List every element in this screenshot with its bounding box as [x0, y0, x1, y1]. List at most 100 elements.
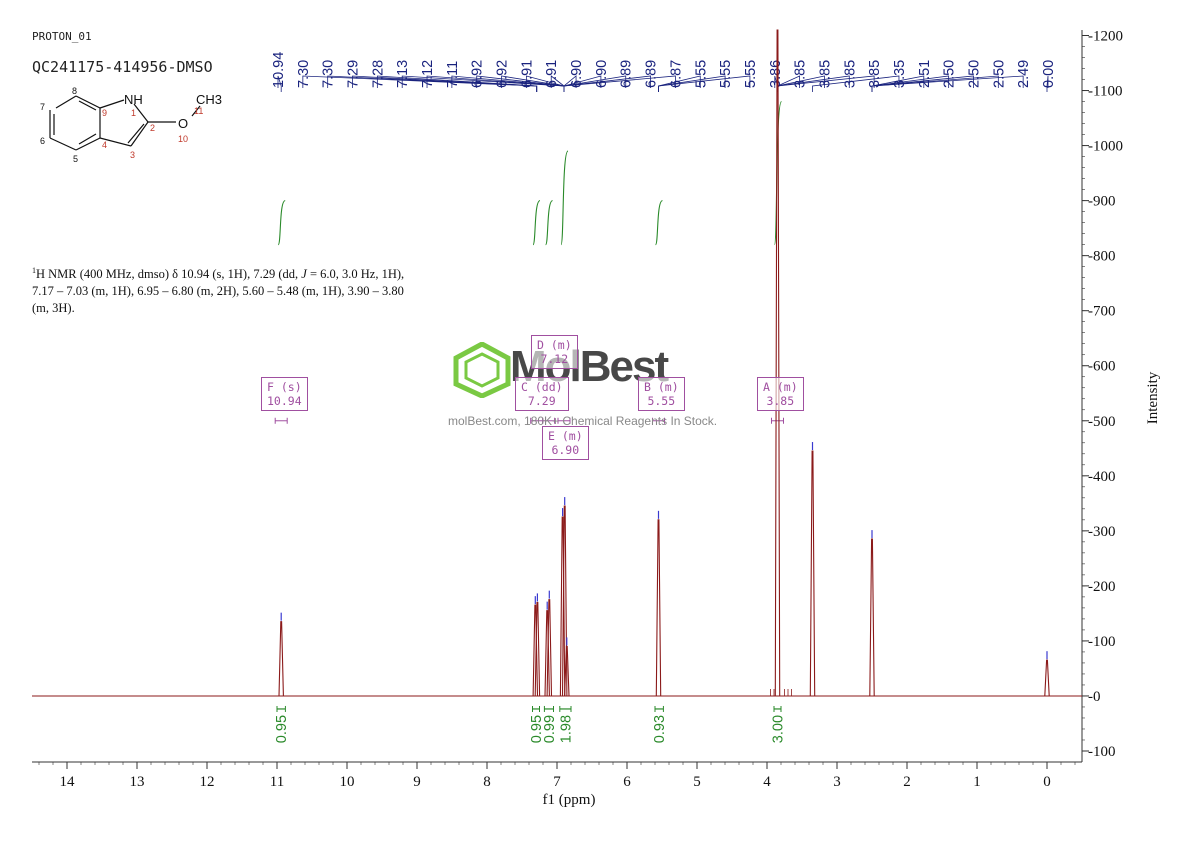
multiplet-label-a: A (m) 3.85	[757, 377, 804, 411]
spectrum-peak-5	[559, 516, 566, 696]
multiplet-value-e: 6.90	[551, 443, 580, 457]
x-tick-label-9: 5	[693, 774, 701, 790]
y-tick-label-1: -0	[1088, 689, 1101, 705]
description-line1b: = 6.0, 3.0 Hz, 1H),	[306, 267, 405, 282]
peak-label-30: 2.49	[1016, 60, 1032, 88]
integral-curve-1	[532, 200, 541, 246]
atom-nh: NH	[124, 92, 143, 107]
spectrum-peak-3	[544, 610, 550, 696]
peak-label-18: 5.55	[718, 60, 734, 88]
multiplet-name-b: B (m)	[644, 380, 679, 394]
peak-label-6: 7.12	[420, 60, 436, 88]
description-line1a: H NMR (400 MHz, dmso) δ 10.94 (s, 1H), 7…	[36, 267, 302, 282]
peak-label-15: 6.89	[644, 60, 660, 88]
x-tick-label-1: 13	[130, 774, 145, 790]
nmr-description: 1H NMR (400 MHz, dmso) δ 10.94 (s, 1H), …	[32, 262, 462, 317]
multiplet-value-f: 10.94	[267, 394, 302, 408]
peak-label-14: 6.89	[619, 60, 635, 88]
integral-curve-0	[277, 200, 286, 246]
multiplet-name-e: E (m)	[548, 429, 583, 443]
y-tick-label-8: -700	[1088, 304, 1116, 320]
sample-name: QC241175-414956-DMSO	[32, 58, 213, 76]
description-line3: (m, 3H).	[32, 301, 75, 316]
peak-label-23: 3.85	[842, 60, 858, 88]
y-tick-label-3: -200	[1088, 579, 1116, 595]
multiplet-name-a: A (m)	[763, 380, 798, 394]
peak-label-2: 7.30	[321, 60, 337, 88]
multiplet-label-e: E (m) 6.90	[542, 426, 589, 460]
spectrum-peak-6	[561, 505, 568, 696]
multiplet-label-f: F (s) 10.94	[261, 377, 308, 411]
atom-label-5: 5	[73, 154, 78, 164]
coupling-symbol: J	[301, 267, 307, 282]
superscript-one: 1	[32, 266, 36, 275]
atom-label-8: 8	[72, 86, 77, 96]
peak-label-0: 10.94	[271, 52, 287, 88]
peak-label-10: 6.91	[519, 60, 535, 88]
molecule-structure: NH 1 2 3 4 5 6 7 8 9 10 11 O CH3	[40, 86, 222, 164]
atom-oxygen: O	[178, 116, 188, 131]
atom-methyl: CH3	[196, 92, 222, 107]
y-tick-label-13: -1200	[1088, 29, 1123, 45]
atom-label-9: 9	[102, 108, 107, 118]
peak-label-31: 0.00	[1041, 60, 1057, 88]
description-line2: 7.17 – 7.03 (m, 1H), 6.95 – 6.80 (m, 2H)…	[32, 284, 404, 299]
x-tick-label-12: 2	[903, 774, 911, 790]
peak-label-19: 5.55	[743, 60, 759, 88]
spectrum-peak-0	[278, 621, 284, 696]
spectrum-peak-7	[564, 645, 570, 696]
multiplet-label-c: C (dd) 7.29	[515, 377, 569, 411]
integral-label-1: 0.95	[529, 715, 545, 743]
x-tick-label-8: 6	[623, 774, 631, 790]
peak-label-26: 2.51	[917, 60, 933, 88]
peak-leader-25	[812, 75, 900, 92]
atom-label-1: 1	[131, 108, 136, 118]
y-tick-label-4: -300	[1088, 524, 1116, 540]
peak-label-3: 7.29	[346, 60, 362, 88]
spectrum-peak-2	[534, 601, 541, 696]
integral-curve-3	[560, 150, 569, 246]
y-tick-label-12: -1100	[1088, 84, 1122, 100]
atom-label-3: 3	[130, 150, 135, 160]
x-tick-label-10: 4	[763, 774, 771, 790]
peak-label-20: 3.86	[768, 60, 784, 88]
x-tick-label-0: 14	[60, 774, 76, 790]
y-tick-label-6: -500	[1088, 414, 1116, 430]
x-tick-label-13: 1	[973, 774, 981, 790]
peak-label-25: 3.35	[892, 60, 908, 88]
peak-label-27: 2.50	[942, 60, 958, 88]
spectrum-peak-10	[809, 450, 816, 696]
spectrum-peak-11	[869, 538, 875, 696]
multiplet-name-d: D (m)	[537, 338, 572, 352]
peak-label-13: 6.90	[594, 60, 610, 88]
multiplet-value-a: 3.85	[766, 394, 795, 408]
y-tick-label-7: -600	[1088, 359, 1116, 375]
peak-label-29: 2.50	[991, 60, 1007, 88]
integral-label-3: 1.98	[558, 715, 574, 743]
x-tick-label-14: 0	[1043, 774, 1051, 790]
integral-curve-4	[654, 200, 664, 246]
multiplet-value-c: 7.29	[527, 394, 556, 408]
peak-label-24: 3.85	[867, 60, 883, 88]
peak-leader-30	[871, 75, 1024, 92]
x-tick-label-7: 7	[553, 774, 561, 790]
multiplet-label-d: D (m) 7.12	[531, 335, 578, 369]
multiplet-name-c: C (dd)	[521, 380, 563, 394]
y-tick-label-11: -1000	[1088, 139, 1123, 155]
y-tick-label-0: -100	[1088, 744, 1116, 760]
y-tick-label-10: -900	[1088, 194, 1116, 210]
integral-label-5: 3.00	[771, 715, 787, 743]
x-tick-label-2: 12	[200, 774, 215, 790]
multiplet-value-d: 7.12	[540, 352, 569, 366]
y-tick-label-9: -800	[1088, 249, 1116, 265]
peak-label-9: 6.92	[495, 60, 511, 88]
peak-label-1: 7.30	[296, 60, 312, 88]
integral-label-4: 0.93	[652, 715, 668, 743]
spectrum-peak-12	[1044, 659, 1050, 696]
peak-label-17: 5.55	[693, 60, 709, 88]
spectrum-peak-8	[655, 519, 662, 696]
peak-leader-19	[658, 75, 751, 92]
atom-label-4: 4	[102, 140, 107, 150]
peak-label-12: 6.90	[569, 60, 585, 88]
peak-label-7: 7.11	[445, 61, 461, 88]
